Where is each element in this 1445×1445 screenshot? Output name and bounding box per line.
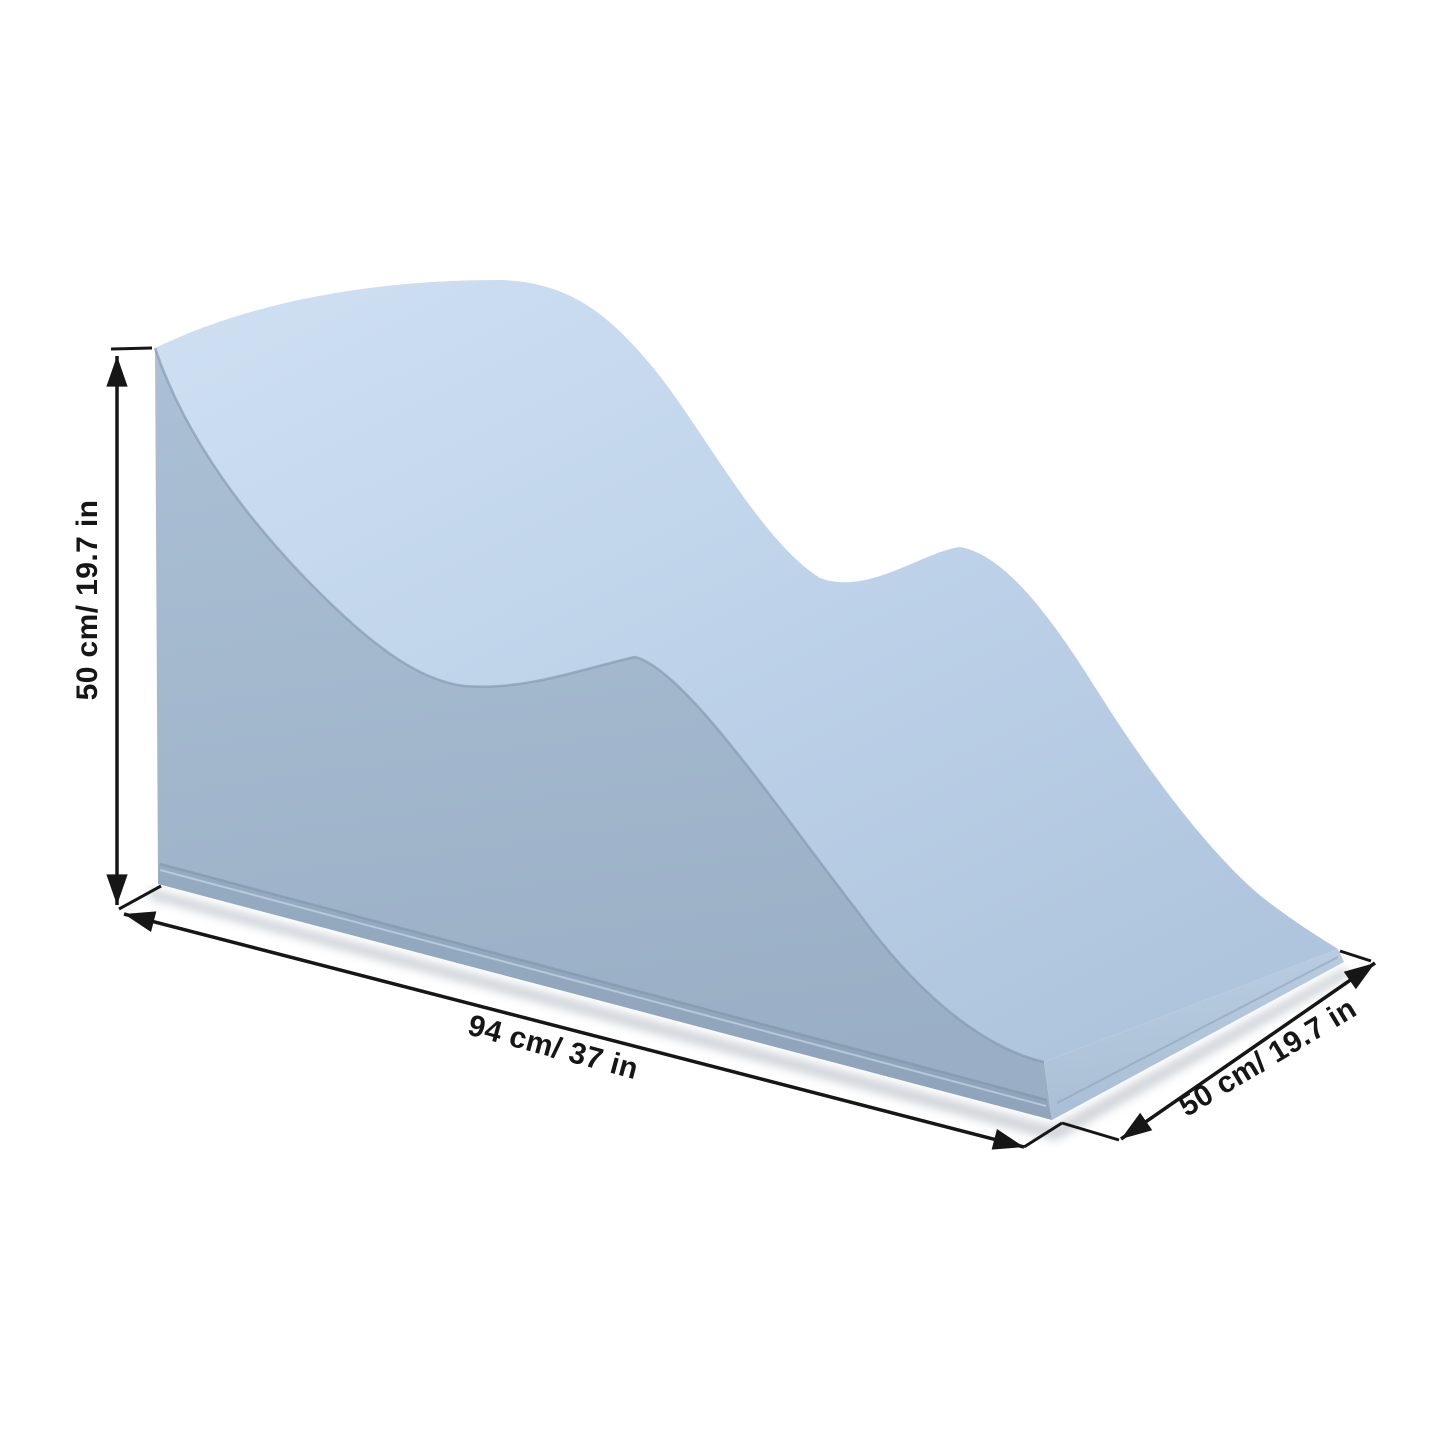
dimension-annotations (106, 346, 1376, 1150)
foam-top-surface (155, 280, 1338, 1062)
depth-left-tick (1061, 1121, 1120, 1142)
height-top-tick (110, 346, 153, 351)
height-dimension-label: 50 cm/ 19.7 in (71, 499, 104, 701)
length-right-tick (1023, 1121, 1063, 1149)
height-bottom-tick (118, 884, 162, 911)
depth-dimension-arrow (1061, 949, 1376, 1142)
depth-right-tick (1339, 949, 1372, 963)
height-dimension-arrow (106, 346, 162, 911)
length-dimension-arrow (123, 911, 1063, 1150)
